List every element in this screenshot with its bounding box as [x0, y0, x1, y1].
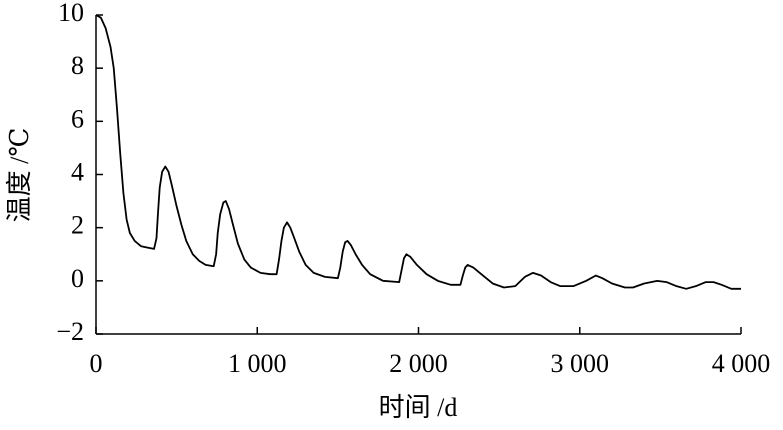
- y-tick-label: −2: [56, 317, 84, 346]
- y-tick-label: 6: [71, 104, 84, 133]
- data-line: [95, 14, 741, 290]
- x-tick-label: 2 000: [389, 349, 448, 378]
- y-tick-label: 10: [58, 0, 84, 27]
- x-tick-label: 3 000: [551, 349, 610, 378]
- x-tick-label: 4 000: [712, 349, 771, 378]
- y-tick-label: 0: [71, 264, 84, 293]
- y-tick-label: 4: [71, 157, 84, 186]
- y-tick-label: 2: [71, 211, 84, 240]
- y-tick-label: 8: [71, 51, 84, 80]
- y-axis-label: 温度 /℃: [5, 128, 34, 223]
- x-tick-label: 1 000: [228, 349, 287, 378]
- x-tick-label: 0: [90, 349, 103, 378]
- x-axis-label: 时间 /d: [379, 393, 458, 422]
